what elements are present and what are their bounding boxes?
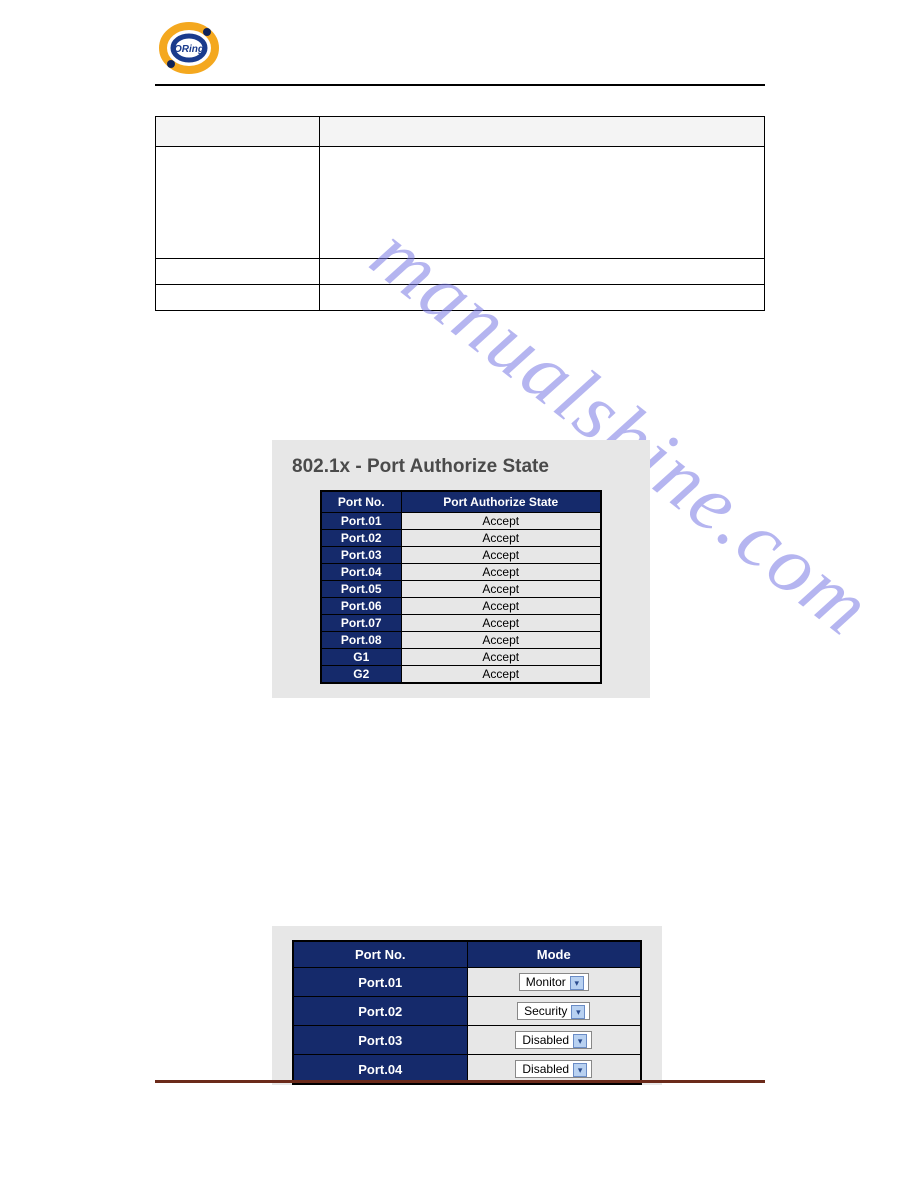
table-row: Port.02Accept <box>321 530 601 547</box>
table-row: G2Accept <box>321 666 601 684</box>
state-cell: Accept <box>401 547 601 564</box>
mode-cell: Disabled ▾ <box>467 1026 641 1055</box>
chevron-down-icon[interactable]: ▾ <box>571 1005 585 1019</box>
port-cell: Port.08 <box>321 632 401 649</box>
port-header: Port No. <box>293 941 467 968</box>
table-row: Port.04Accept <box>321 564 601 581</box>
state-cell: Accept <box>401 649 601 666</box>
state-cell: Accept <box>401 564 601 581</box>
state-cell: Accept <box>401 598 601 615</box>
port-mode-table: Port No. Mode Port.01 Monitor ▾ Port.02 Secu… <box>292 940 642 1085</box>
port-cell: Port.05 <box>321 581 401 598</box>
description-table <box>155 116 765 311</box>
table-row: Port.07Accept <box>321 615 601 632</box>
port-cell: Port.07 <box>321 615 401 632</box>
port-authorize-table: Port No. Port Authorize State Port.01Acc… <box>320 490 602 684</box>
port-cell: G2 <box>321 666 401 684</box>
footer-divider-wrap <box>155 1080 765 1083</box>
table-cell <box>320 259 765 285</box>
chevron-down-icon[interactable]: ▾ <box>573 1034 587 1048</box>
port-cell: Port.01 <box>321 513 401 530</box>
state-cell: Accept <box>401 530 601 547</box>
state-header: Port Authorize State <box>401 491 601 513</box>
table-row: Port.01 Monitor ▾ <box>293 968 641 997</box>
port-cell: Port.03 <box>293 1026 467 1055</box>
table-header-row: Port No. Port Authorize State <box>321 491 601 513</box>
mode-select[interactable]: Monitor ▾ <box>519 973 589 991</box>
state-cell: Accept <box>401 615 601 632</box>
chevron-down-icon[interactable]: ▾ <box>573 1063 587 1077</box>
table-cell <box>320 147 765 259</box>
oring-logo: ORing <box>155 20 223 76</box>
port-cell: Port.02 <box>293 997 467 1026</box>
logo-text: ORing <box>174 44 204 55</box>
table-header-cell <box>156 117 320 147</box>
mode-value: Security <box>524 1004 567 1018</box>
port-header: Port No. <box>321 491 401 513</box>
table-cell <box>156 147 320 259</box>
port-cell: Port.01 <box>293 968 467 997</box>
table-row: Port.01Accept <box>321 513 601 530</box>
chevron-down-icon[interactable]: ▾ <box>570 976 584 990</box>
mode-value: Disabled <box>522 1033 569 1047</box>
table-row: Port.02 Security ▾ <box>293 997 641 1026</box>
mode-value: Monitor <box>526 975 566 989</box>
panel-title: 802.1x - Port Authorize State <box>292 456 630 478</box>
state-cell: Accept <box>401 513 601 530</box>
table-cell <box>156 259 320 285</box>
state-cell: Accept <box>401 581 601 598</box>
table-row: G1Accept <box>321 649 601 666</box>
port-cell: Port.02 <box>321 530 401 547</box>
port-authorize-panel: 802.1x - Port Authorize State Port No. P… <box>272 440 650 698</box>
table-row <box>156 285 765 311</box>
port-cell: Port.06 <box>321 598 401 615</box>
port-cell: G1 <box>321 649 401 666</box>
header-divider <box>155 84 765 86</box>
footer-divider <box>155 1080 765 1083</box>
table-row: Port.08Accept <box>321 632 601 649</box>
table-row <box>156 147 765 259</box>
mode-cell: Monitor ▾ <box>467 968 641 997</box>
table-row: Port.03 Disabled ▾ <box>293 1026 641 1055</box>
mode-select[interactable]: Security ▾ <box>517 1002 590 1020</box>
state-cell: Accept <box>401 666 601 684</box>
table-cell <box>156 285 320 311</box>
port-mode-panel: Port No. Mode Port.01 Monitor ▾ Port.02 Secu… <box>272 926 662 1085</box>
mode-value: Disabled <box>522 1062 569 1076</box>
mode-select[interactable]: Disabled ▾ <box>515 1060 592 1078</box>
mode-header: Mode <box>467 941 641 968</box>
port-cell: Port.03 <box>321 547 401 564</box>
table-row: Port.03Accept <box>321 547 601 564</box>
mode-select[interactable]: Disabled ▾ <box>515 1031 592 1049</box>
mode-cell: Security ▾ <box>467 997 641 1026</box>
port-cell: Port.04 <box>321 564 401 581</box>
table-header-row: Port No. Mode <box>293 941 641 968</box>
table-cell <box>320 285 765 311</box>
state-cell: Accept <box>401 632 601 649</box>
table-row: Port.05Accept <box>321 581 601 598</box>
table-header-row <box>156 117 765 147</box>
table-header-cell <box>320 117 765 147</box>
table-row: Port.06Accept <box>321 598 601 615</box>
table-row <box>156 259 765 285</box>
